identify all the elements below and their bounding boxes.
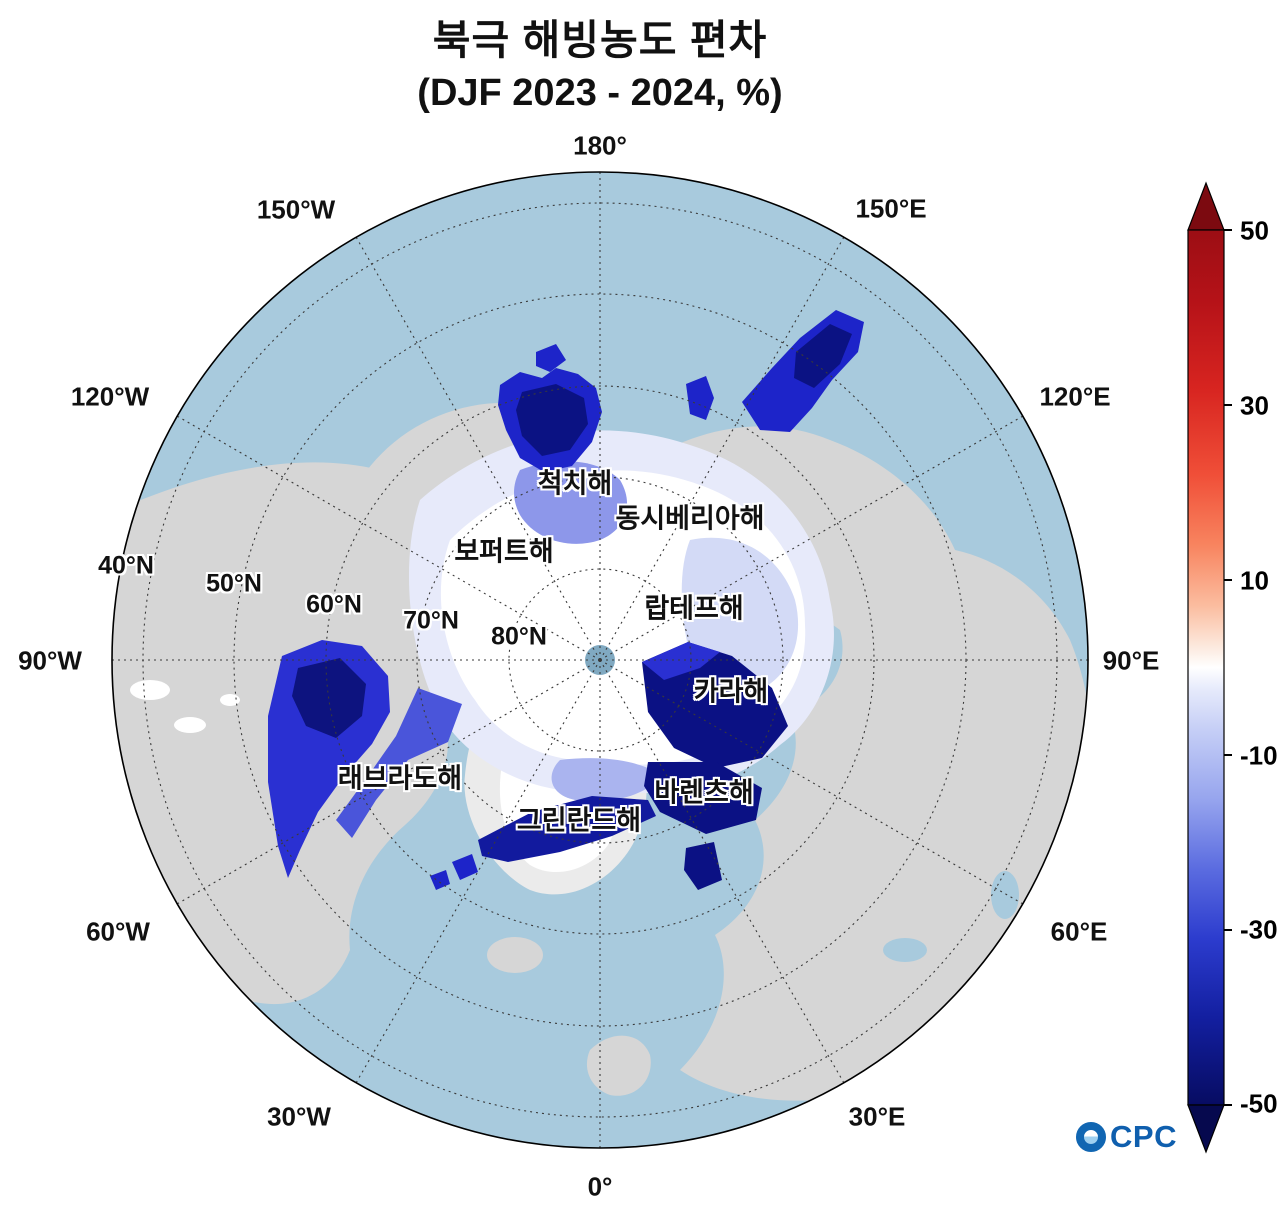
denmark-strait-small2 xyxy=(430,870,450,890)
sea-label-chukchi: 척치해 xyxy=(537,468,613,499)
land-iceland xyxy=(487,937,543,973)
lakes xyxy=(130,680,1019,962)
lon-label-90w: 90°W xyxy=(18,645,82,676)
lake-white-patch xyxy=(220,694,240,706)
sea-label-greenland: 그린란드해 xyxy=(516,805,642,836)
caspian-sea xyxy=(991,871,1019,919)
barents-strong xyxy=(644,762,762,834)
lon-label-120e: 120°E xyxy=(1039,381,1111,412)
greenland-sea-strong xyxy=(478,796,656,862)
sea-label-barents: 바렌츠해 xyxy=(654,777,754,808)
ocpc-globe-icon xyxy=(1076,1122,1106,1152)
colorbar-tickmarks xyxy=(1224,229,1232,1106)
lon-label-60w: 60°W xyxy=(86,916,150,947)
bering-small xyxy=(536,344,566,372)
lat-circle-70n xyxy=(416,476,784,844)
lon-label-90e: 90°E xyxy=(1102,645,1160,676)
lon-label-150w: 150°W xyxy=(256,194,336,225)
chukchi-medium-anomaly xyxy=(514,461,628,544)
lon-label-60e: 60°E xyxy=(1050,916,1108,947)
sea-label-kara: 카라해 xyxy=(693,676,769,707)
lat-label-40n: 40°N xyxy=(98,551,154,580)
black-sea xyxy=(883,938,927,962)
lon-label-120w: 120°W xyxy=(70,381,150,412)
labrador-coastal-streak xyxy=(336,688,462,838)
ocpc-logo-text: CPC xyxy=(1110,1119,1177,1154)
lat-label-70n: 70°N xyxy=(403,606,459,635)
ocpc-logo: CPC xyxy=(1076,1119,1177,1155)
kara-rim xyxy=(642,642,720,680)
barents-south-small xyxy=(684,842,722,890)
title-line1: 북극 해빙농도 편차 xyxy=(432,17,768,63)
colorbar-bottom-arrow xyxy=(1187,1104,1225,1154)
lat-label-80n: 80°N xyxy=(491,622,547,651)
lat-label-50n: 50°N xyxy=(206,569,262,598)
colorbar-gradient xyxy=(1187,229,1225,1106)
chukchi-core xyxy=(516,384,588,456)
lake-white-patch xyxy=(130,680,170,700)
page-title: 북극 해빙농도 편차 (DJF 2023 - 2024, %) xyxy=(0,6,1200,115)
title-line2: (DJF 2023 - 2024, %) xyxy=(417,72,783,114)
graticule xyxy=(112,172,1088,1148)
strong-anomaly-patches xyxy=(268,310,864,890)
sea-label-beaufort: 보퍼트해 xyxy=(454,536,554,567)
lon-label-180: 180° xyxy=(573,130,627,161)
lon-label-150e: 150°E xyxy=(855,193,927,224)
lon-label-30e: 30°E xyxy=(848,1101,906,1132)
okhotsk-core xyxy=(794,324,852,388)
land-uk xyxy=(586,1035,651,1096)
colorbar xyxy=(1187,181,1232,1154)
colorbar-tick-30: 30 xyxy=(1240,390,1269,421)
lon-label-0: 0° xyxy=(587,1171,613,1202)
siberian-small xyxy=(686,376,714,420)
sea-label-labrador: 래브라도해 xyxy=(337,763,463,794)
lon-label-30w: 30°W xyxy=(267,1101,331,1132)
lat-label-60n: 60°N xyxy=(306,590,362,619)
greenland-sea-medium-anomaly xyxy=(551,758,660,802)
colorbar-tick-50: 50 xyxy=(1240,215,1269,246)
colorbar-tick-n50: -50 xyxy=(1240,1088,1278,1119)
sea-label-east-siberian: 동시베리아해 xyxy=(615,503,765,534)
lake-white-patch xyxy=(174,717,206,733)
colorbar-tick-10: 10 xyxy=(1240,565,1269,596)
sea-label-laptev: 랍테프해 xyxy=(644,593,744,624)
map-boundary xyxy=(111,171,1089,1149)
denmark-strait-small xyxy=(452,854,478,880)
colorbar-tick-n10: -10 xyxy=(1240,740,1278,771)
colorbar-tick-n30: -30 xyxy=(1240,914,1278,945)
lat-circle-60n xyxy=(325,385,875,935)
colorbar-top-arrow xyxy=(1187,181,1225,231)
